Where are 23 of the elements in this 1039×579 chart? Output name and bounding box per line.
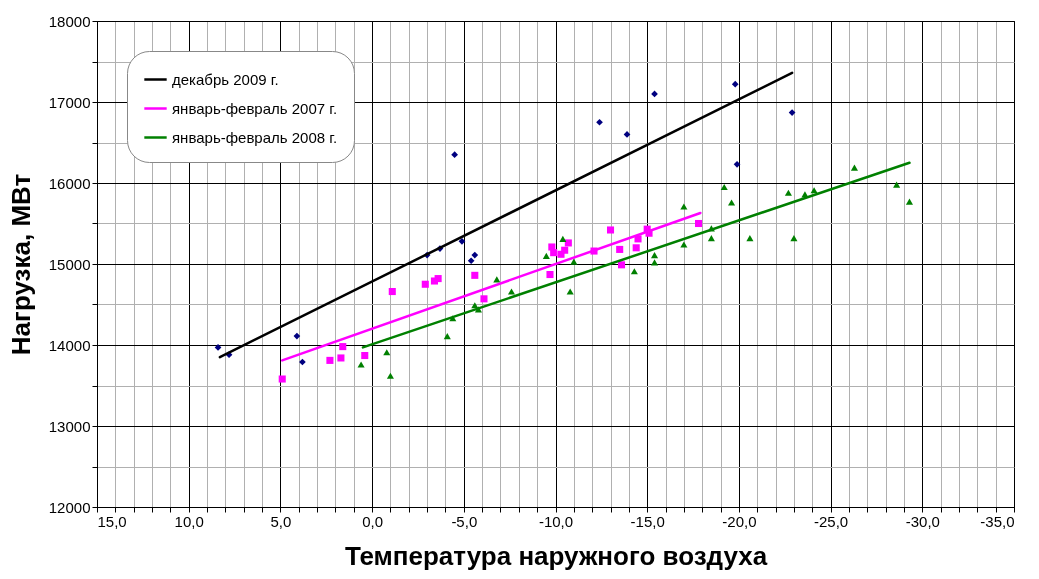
x-tick-label: -5,0 <box>451 512 478 530</box>
y-tick-label: 16000 <box>48 174 91 192</box>
x-tick-label: -10,0 <box>538 512 574 530</box>
x-tick-label: 15,0 <box>97 512 127 530</box>
x-tick-label: -30,0 <box>905 512 940 530</box>
x-tick-label: 0,0 <box>362 512 384 530</box>
x-tick-label: -20,0 <box>722 512 757 530</box>
x-tick-label: 5,0 <box>270 512 292 530</box>
y-tick-label: 18000 <box>48 12 91 30</box>
y-tick-label: 13000 <box>48 417 91 435</box>
x-tick-label: -15,0 <box>630 512 665 530</box>
x-tick-label: -25,0 <box>814 512 849 530</box>
legend-label: январь-февраль 2008 г. <box>172 128 338 146</box>
y-tick-label: 15000 <box>48 255 91 273</box>
x-tick-label: -35,0 <box>980 512 1015 530</box>
legend-label: декабрь 2009 г. <box>172 70 279 88</box>
x-tick-label: 10,0 <box>174 512 204 530</box>
x-axis-title: Температура наружного воздуха <box>344 540 768 571</box>
legend-label: январь-февраль 2007 г. <box>172 99 338 117</box>
y-axis-title: Нагрузка, МВт <box>5 173 36 356</box>
y-tick-label: 17000 <box>48 93 91 111</box>
y-tick-label: 14000 <box>48 336 91 354</box>
y-tick-label: 12000 <box>48 498 91 516</box>
